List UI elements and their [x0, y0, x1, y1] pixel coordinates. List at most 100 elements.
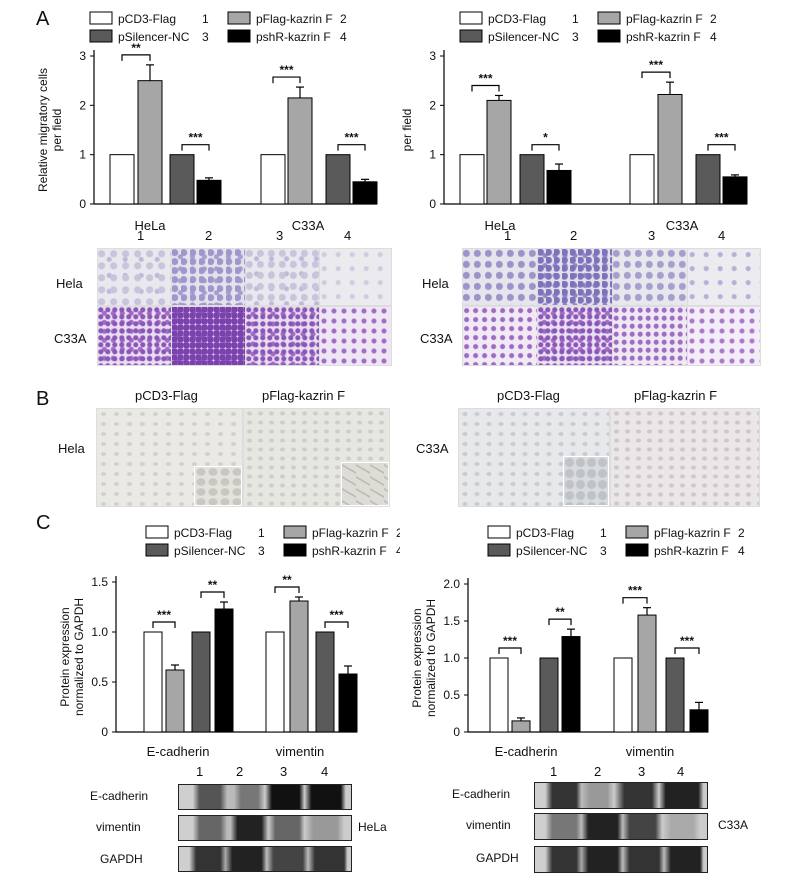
legend-label: pCD3-Flag [516, 526, 574, 540]
y-axis-label: Protein expression [60, 607, 72, 706]
row-label-hela: Hela [56, 276, 83, 291]
y-tick-label: 1 [79, 148, 86, 162]
chart-protein-c33a: pCD3-Flag 1 pFlag-kazrin F 2 pSilencer-NC 3 ps… [410, 525, 745, 759]
bar [260, 154, 286, 205]
morphology-right: pCD3-Flag pFlag-kazrin F C33A [412, 384, 762, 509]
micrograph [687, 306, 761, 366]
lane-number: 1 [504, 228, 512, 243]
significance-label: *** [649, 58, 663, 72]
significance-bracket [152, 621, 176, 628]
significance-label: *** [503, 634, 517, 648]
significance-bracket [337, 144, 366, 151]
bar [191, 631, 211, 733]
column-label: pCD3-Flag [497, 388, 560, 403]
inset [341, 462, 389, 506]
legend-label: pSilencer-NC [118, 30, 190, 44]
category-label: E-cadherin [495, 744, 558, 759]
row-label-hela: Hela [422, 276, 449, 291]
legend-number: 4 [396, 544, 400, 558]
blot-label: vimentin [96, 820, 141, 834]
chart-invasion: pCD3-Flag 1 pFlag-kazrin F 2 pSilencer-NC 3 ps… [400, 11, 748, 233]
bar [629, 154, 655, 205]
legend-number: 2 [710, 12, 717, 26]
bar [539, 657, 559, 733]
y-tick-label: 0 [79, 197, 86, 211]
blot-e-cadherin [534, 782, 708, 809]
legend-label: pshR-kazrin F [626, 30, 701, 44]
y-tick-label: 2 [429, 98, 436, 112]
legend-label: pFlag-kazrin F [654, 526, 731, 540]
lane-number: 1 [137, 228, 145, 243]
significance-label: ** [208, 578, 218, 592]
legend-label: pFlag-kazrin F [626, 12, 703, 26]
lane-number: 2 [205, 228, 213, 243]
legend-swatch [145, 525, 169, 539]
cell-line-label: HeLa [358, 820, 387, 834]
legend-number: 1 [600, 526, 607, 540]
lane-number: 3 [276, 228, 284, 243]
category-label: E-cadherin [147, 744, 210, 759]
y-tick-label: 2.0 [443, 577, 460, 591]
legend-label: pCD3-Flag [488, 12, 546, 26]
legend-label: pFlag-kazrin F [256, 12, 333, 26]
lane-number: 2 [570, 228, 578, 243]
legend-swatch [625, 525, 649, 539]
y-tick-label: 1 [429, 148, 436, 162]
legend-label: pFlag-kazrin F [312, 526, 389, 540]
significance-label: *** [680, 634, 694, 648]
legend-swatch [89, 29, 113, 43]
micrograph [458, 408, 610, 507]
blot-label: GAPDH [476, 851, 519, 865]
significance-bracket [531, 144, 560, 151]
significance-bracket [498, 647, 522, 654]
micrograph [537, 248, 613, 306]
bar [196, 179, 222, 205]
micrograph [243, 408, 390, 507]
legend-number: 4 [710, 30, 717, 44]
blot-label: vimentin [466, 818, 511, 832]
y-axis-label: per field [50, 109, 64, 152]
significance-label: *** [628, 584, 642, 598]
significance-label: ** [282, 573, 292, 587]
significance-label: ** [131, 41, 141, 55]
micrograph [319, 248, 392, 306]
y-tick-label: 1.0 [443, 651, 460, 665]
legend-swatch [89, 11, 113, 25]
legend-swatch [283, 543, 307, 557]
legend-swatch [145, 543, 169, 557]
category-label: vimentin [276, 744, 324, 759]
significance-label: *** [478, 71, 492, 85]
significance-bracket [272, 76, 301, 84]
significance-label: * [543, 131, 548, 145]
row-label-hela: Hela [58, 441, 85, 456]
bar [352, 181, 378, 205]
legend-label: pshR-kazrin F [256, 30, 331, 44]
micrograph [462, 306, 538, 366]
blot-label: GAPDH [100, 852, 143, 866]
blot-label: E-cadherin [90, 789, 149, 803]
micrograph [97, 248, 172, 306]
y-tick-label: 0 [453, 725, 460, 739]
legend-swatch [597, 29, 621, 43]
legend-swatch [625, 543, 649, 557]
bar [289, 600, 309, 733]
legend-number: 3 [572, 30, 579, 44]
significance-bracket [324, 621, 349, 628]
chart-migration: pCD3-Flag 1 pFlag-kazrin F 2 pSilencer-NC 3 ps… [36, 11, 378, 233]
y-tick-label: 0.5 [91, 675, 108, 689]
transwell-left: 1 2 3 4 Hela C33A [50, 228, 392, 368]
bar [315, 631, 335, 733]
bar [165, 669, 185, 733]
micrograph [687, 248, 761, 306]
y-axis-label: per field [400, 109, 414, 152]
significance-bracket [471, 84, 500, 92]
blot-gapdh [534, 846, 708, 873]
significance-bracket [641, 71, 671, 79]
micrograph [245, 248, 320, 306]
bar [325, 154, 351, 205]
significance-bracket [548, 618, 572, 626]
y-axis-label: normalized to GAPDH [424, 599, 438, 717]
y-tick-label: 0 [429, 197, 436, 211]
micrograph [97, 306, 172, 366]
column-label: pFlag-kazrin F [634, 388, 718, 403]
